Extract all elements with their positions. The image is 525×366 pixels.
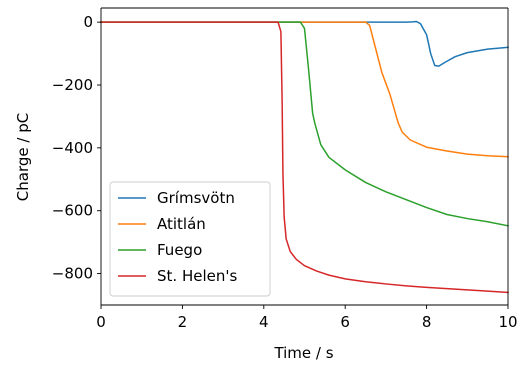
- y-tick-label: −400: [52, 139, 93, 157]
- legend-label-3: St. Helen's: [157, 267, 237, 285]
- legend-label-2: Fuego: [157, 241, 202, 259]
- x-tick-label: 6: [340, 313, 350, 331]
- x-tick-label: 8: [422, 313, 432, 331]
- series-line-1: [100, 21, 509, 158]
- x-tick-label: 2: [178, 313, 188, 331]
- y-tick-label: −200: [52, 76, 93, 94]
- legend: Grímsvötn Atitlán Fuego St. Helen's: [109, 181, 271, 297]
- x-tick-label: 4: [259, 313, 269, 331]
- legend-label-0: Grímsvötn: [157, 189, 235, 207]
- y-axis-label: Charge / pC: [14, 113, 32, 201]
- y-tick-label: 0: [83, 13, 93, 31]
- legend-frame: [109, 181, 271, 297]
- y-axis-ticks: 0 −200 −400 −600 −800: [52, 13, 101, 283]
- x-tick-label: 10: [498, 313, 517, 331]
- y-tick-label: −800: [52, 265, 93, 283]
- series-layer: [100, 20, 509, 294]
- x-tick-label: 0: [96, 313, 106, 331]
- x-axis-label: Time / s: [273, 344, 333, 362]
- legend-label-1: Atitlán: [157, 215, 206, 233]
- series-line-3: [100, 21, 509, 294]
- series-line-2: [100, 21, 509, 227]
- y-tick-label: −600: [52, 202, 93, 220]
- x-axis-ticks: 0 2 4 6 8 10: [96, 305, 518, 331]
